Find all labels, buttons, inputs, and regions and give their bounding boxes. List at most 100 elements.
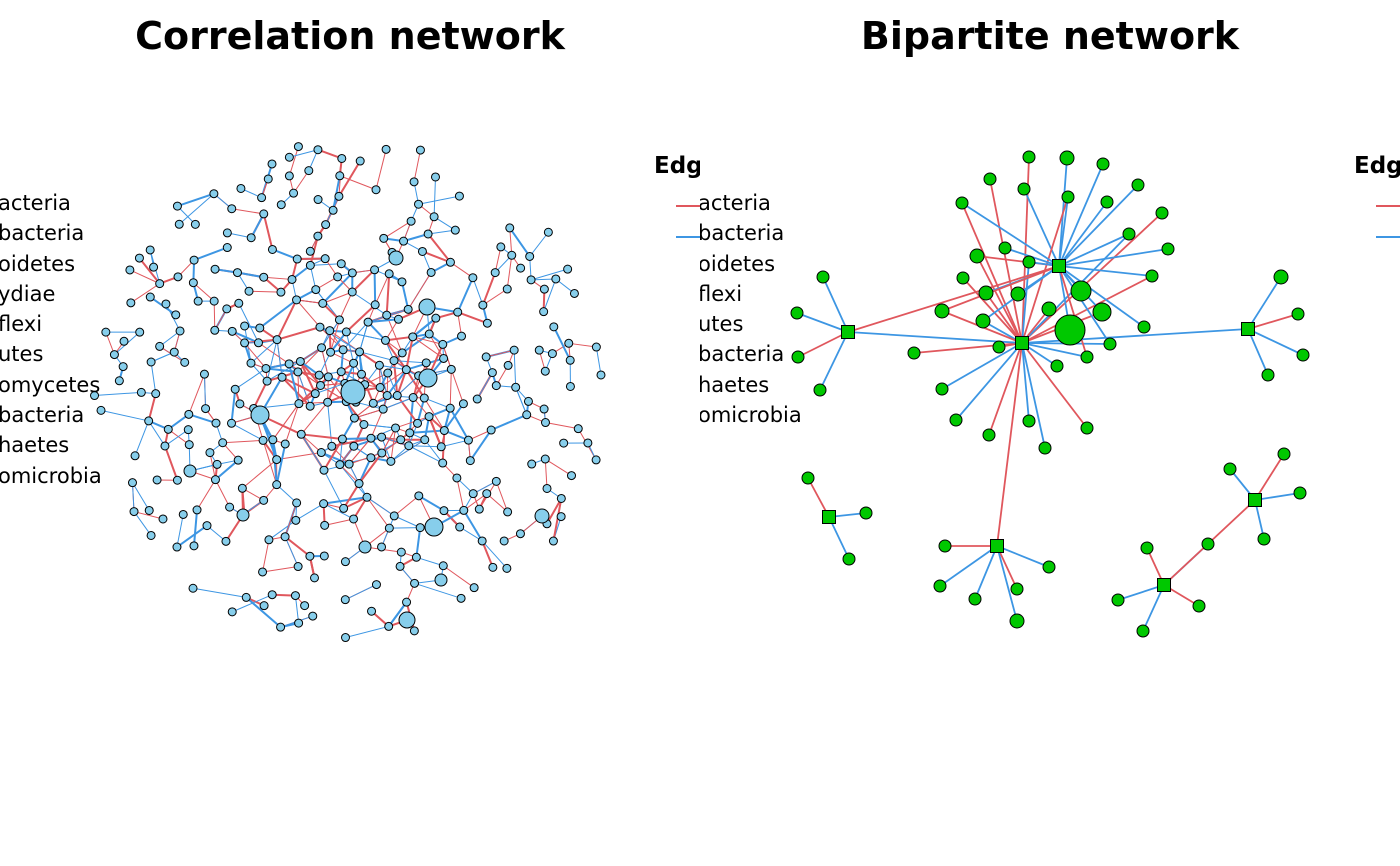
correlation-edge [176,524,208,548]
correlation-edge [330,319,340,353]
taxon-node [172,201,182,211]
taxon-node [272,480,282,490]
bipartite-network-title: Bipartite network [860,14,1240,58]
bipartite-edge [1142,584,1165,632]
correlation-edge [481,540,494,568]
correlation-network-graph [90,142,606,643]
correlation-edge [322,291,353,304]
taxon-node [253,338,263,348]
correlation-edge [262,440,278,485]
taxon-node [296,429,306,439]
taxon-node [315,322,325,332]
bipartite-edge [1058,265,1088,358]
taxon-node [358,540,372,554]
correlation-edge [395,416,430,429]
taxon-node [145,292,155,302]
correlation-edge [428,333,445,359]
taxon-node [294,399,304,409]
taxon-node [1070,280,1092,302]
taxon-node [189,541,199,551]
taxon-node [468,489,478,499]
negative-edge-key [676,236,700,238]
taxon-node [130,451,140,461]
correlation-edge [442,565,475,589]
taxon-node [426,267,436,277]
taxon-node [222,304,232,314]
taxon-node [210,475,220,485]
taxon-node [487,368,497,378]
taxon-node [1201,537,1215,551]
taxon-node [982,428,996,442]
bipartite-edge [961,202,1060,267]
taxon-node [280,532,290,542]
sample-node [1052,259,1066,273]
correlation-edge [345,625,389,638]
taxon-node [327,441,337,451]
taxon-node [454,191,464,201]
taxon-node [125,265,135,275]
taxon-node [398,611,416,629]
taxon-node [515,529,525,539]
taxon-node [439,426,449,436]
taxon-node [355,156,365,166]
negative-edge-key [1376,236,1400,238]
taxon-node [180,357,190,367]
taxon-node [335,460,345,470]
correlation-edge [366,496,390,529]
taxon-node [439,353,449,363]
correlation-edge [134,420,150,456]
taxon-node [305,260,315,270]
bipartite-edge [847,331,1023,344]
taxon-node [591,455,601,465]
phylum-legend-item: haetes [700,372,770,397]
taxon-node [240,321,250,331]
taxon-node [505,223,515,233]
correlation-edge [342,437,371,440]
taxon-node [152,475,162,485]
taxon-node [379,233,389,243]
correlation-edge [412,317,437,338]
taxon-node [413,418,423,428]
taxon-node [183,425,193,435]
taxon-node [267,590,277,600]
taxon-node [424,412,434,422]
taxon-node [791,350,805,364]
taxon-node [334,191,344,201]
correlation-edge [449,407,470,441]
taxon-node [481,352,491,362]
taxon-node [328,205,338,215]
taxon-node [374,360,384,370]
taxon-node [305,401,315,411]
taxon-node [320,520,330,530]
taxon-node [355,347,365,357]
taxon-node [1103,337,1117,351]
taxon-node [1080,421,1094,435]
taxon-node [450,225,460,235]
correlation-edge [192,509,199,546]
correlation-edge [418,494,445,512]
correlation-edge [284,403,300,445]
correlation-edge [401,333,430,354]
correlation-edge [374,273,390,305]
taxon-node [277,372,287,382]
taxon-node [189,255,199,265]
taxon-node [406,216,416,226]
taxon-node [503,360,513,370]
taxon-node [250,405,270,425]
taxon-node [261,363,271,373]
correlation-edge [373,269,377,305]
correlation-edge [457,311,488,325]
taxon-node [340,379,366,405]
taxon-node [316,380,326,390]
correlation-edge [315,382,346,395]
correlation-edge [339,175,377,191]
taxon-node [431,313,441,323]
phylum-legend-item: flexi [0,312,43,337]
bipartite-edge [985,292,1023,344]
bipartite-edge [955,342,1023,421]
correlation-edge [358,452,383,485]
taxon-node [434,573,448,587]
correlation-edge [297,347,322,373]
taxon-node [241,592,251,602]
bipartite-edge [797,331,849,358]
